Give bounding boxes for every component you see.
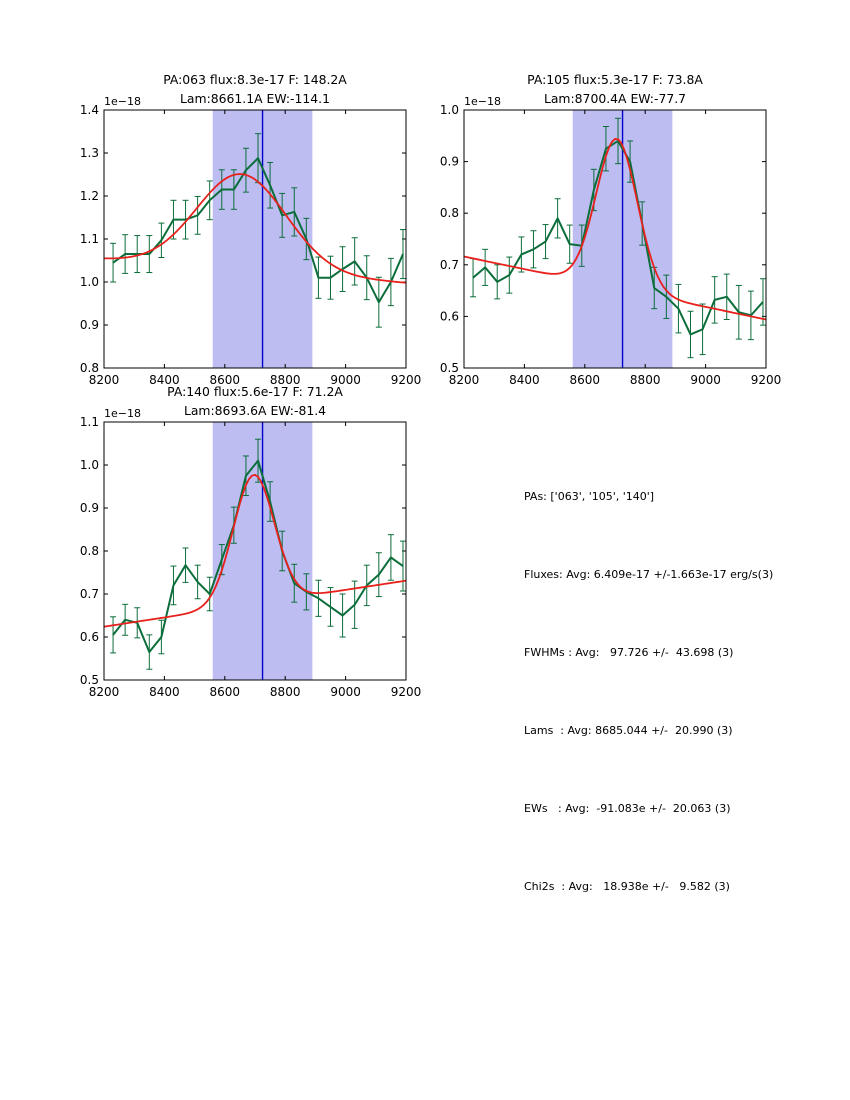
- stats-line-chi2s: Chi2s : Avg: 18.938e +/- 9.582 (3): [524, 880, 730, 893]
- spectrum-line: [472, 139, 764, 336]
- y-tick-label: 0.6: [440, 309, 459, 323]
- plot3-canvas: 8200 8400 8600 8800 9000 9200 0.5 0.6 0.7 0.8 0.9 1…: [80, 415, 422, 699]
- spectrum-line: [112, 459, 404, 654]
- y-tick-label: 1.0: [80, 458, 99, 472]
- x-tick-label: 8400: [149, 685, 180, 699]
- spectrum-line: [112, 157, 404, 304]
- x-tick-label: 8200: [89, 685, 120, 699]
- fit-curve: [103, 173, 407, 284]
- y-tick-label: 0.6: [80, 630, 99, 644]
- axes-frame: [103, 421, 407, 681]
- x-tick-label: 8800: [270, 685, 301, 699]
- x-tick-label: 8600: [210, 373, 241, 387]
- y-tick-label: 0.8: [80, 544, 99, 558]
- plot2-title: PA:105 flux:5.3e-17 F: 73.8A Lam:8700.4A…: [464, 70, 766, 108]
- x-tick-label: 9200: [391, 373, 422, 387]
- plot3-title: PA:140 flux:5.6e-17 F: 71.2A Lam:8693.6A…: [104, 382, 406, 420]
- y-tick-label: 1.0: [80, 275, 99, 289]
- y-tick-label: 0.5: [80, 673, 99, 687]
- x-tick-label: 8400: [509, 373, 540, 387]
- x-tick-label: 8600: [210, 685, 241, 699]
- stats-panel: PAs: ['063', '105', '140'] Fluxes: Avg: …: [524, 432, 773, 952]
- stats-line-fwhms: FWHMs : Avg: 97.726 +/- 43.698 (3): [524, 646, 734, 659]
- y-tick-label: 1.1: [80, 415, 99, 429]
- plot1-canvas: 8200 8400 8600 8800 9000 9200 0.8 0.9 1.0 1.1 1.2 1…: [80, 103, 422, 387]
- plot1-title: PA:063 flux:8.3e-17 F: 148.2A Lam:8661.1…: [104, 70, 406, 108]
- x-tick-label: 9000: [690, 373, 721, 387]
- plot2-canvas: 8200 8400 8600 8800 9000 9200 0.5 0.6 0.7 0.8 0.9 1…: [440, 103, 782, 387]
- axes-frame: [463, 109, 767, 369]
- subplot-pa140: PA:140 flux:5.6e-17 F: 71.2A Lam:8693.6A…: [76, 380, 436, 716]
- y-tick-label: 1.0: [440, 103, 459, 117]
- x-tick-label: 8800: [270, 373, 301, 387]
- x-tick-label: 9000: [330, 685, 361, 699]
- y-tick-label: 1.2: [80, 189, 99, 203]
- axes-frame: [103, 109, 407, 369]
- y-tick-label: 0.9: [440, 155, 459, 169]
- y-tick-label: 0.9: [80, 318, 99, 332]
- plot2-title-line2: Lam:8700.4A EW:-77.7: [543, 91, 687, 106]
- x-tick-label: 8800: [630, 373, 661, 387]
- stats-line-ews: EWs : Avg: -91.083e +/- 20.063 (3): [524, 802, 731, 815]
- y-tick-label: 0.8: [80, 361, 99, 375]
- plot1-title-line1: PA:063 flux:8.3e-17 F: 148.2A: [163, 72, 347, 87]
- x-tick-label: 9200: [391, 685, 422, 699]
- x-tick-label: 9000: [330, 373, 361, 387]
- x-tick-label: 8200: [449, 373, 480, 387]
- y-tick-label: 0.7: [80, 587, 99, 601]
- subplot-pa063: PA:063 flux:8.3e-17 F: 148.2A Lam:8661.1…: [76, 68, 436, 404]
- x-tick-label: 8200: [89, 373, 120, 387]
- plot2-y-offset-label: 1e−18: [464, 95, 501, 108]
- x-tick-label: 8400: [149, 373, 180, 387]
- y-tick-label: 1.1: [80, 232, 99, 246]
- plot1-y-offset-label: 1e−18: [104, 95, 141, 108]
- x-tick-label: 8600: [570, 373, 601, 387]
- x-tick-label: 9200: [751, 373, 782, 387]
- y-tick-label: 0.8: [440, 206, 459, 220]
- plot3-title-line1: PA:140 flux:5.6e-17 F: 71.2A: [167, 384, 343, 399]
- stats-line-fluxes: Fluxes: Avg: 6.409e-17 +/-1.663e-17 erg/…: [524, 568, 774, 581]
- plot2-title-line1: PA:105 flux:5.3e-17 F: 73.8A: [527, 72, 703, 87]
- y-tick-label: 1.3: [80, 146, 99, 160]
- y-tick-label: 0.7: [440, 258, 459, 272]
- fit-curve: [103, 473, 407, 628]
- y-tick-label: 0.9: [80, 501, 99, 515]
- plot3-title-line2: Lam:8693.6A EW:-81.4: [183, 403, 327, 418]
- plot1-title-line2: Lam:8661.1A EW:-114.1: [180, 91, 330, 106]
- y-tick-label: 1.4: [80, 103, 99, 117]
- fit-curve: [463, 138, 767, 321]
- plot3-y-offset-label: 1e−18: [104, 407, 141, 420]
- stats-line-lams: Lams : Avg: 8685.044 +/- 20.990 (3): [524, 724, 733, 737]
- y-tick-label: 0.5: [440, 361, 459, 375]
- stats-line-pas: PAs: ['063', '105', '140']: [524, 490, 655, 503]
- subplot-pa105: PA:105 flux:5.3e-17 F: 73.8A Lam:8700.4A…: [436, 68, 796, 404]
